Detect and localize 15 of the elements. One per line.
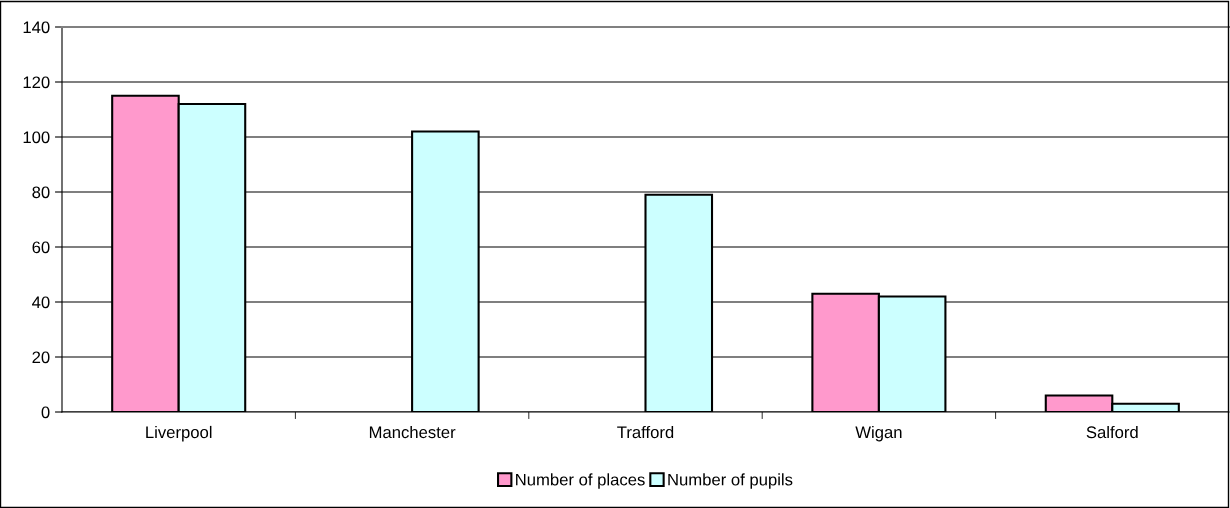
y-tick-label: 20 xyxy=(32,351,50,364)
y-tick-label: 140 xyxy=(23,21,50,34)
x-tick-label: Manchester xyxy=(369,425,456,439)
y-tick-label: 80 xyxy=(32,186,50,199)
legend-label: Number of pupils xyxy=(668,473,793,489)
y-tick-label: 100 xyxy=(23,131,50,144)
x-tick-label: Wigan xyxy=(855,425,902,442)
x-tick-label: Liverpool xyxy=(146,425,212,442)
y-tick-label: 120 xyxy=(23,76,50,89)
x-tick-label: Salford xyxy=(1086,425,1138,439)
x-tick-label: Trafford xyxy=(617,425,674,439)
y-tick-label: 40 xyxy=(32,296,50,309)
legend-label: Number of places xyxy=(516,473,645,489)
y-tick-label: 60 xyxy=(32,241,50,254)
y-tick-label: 0 xyxy=(41,406,50,419)
